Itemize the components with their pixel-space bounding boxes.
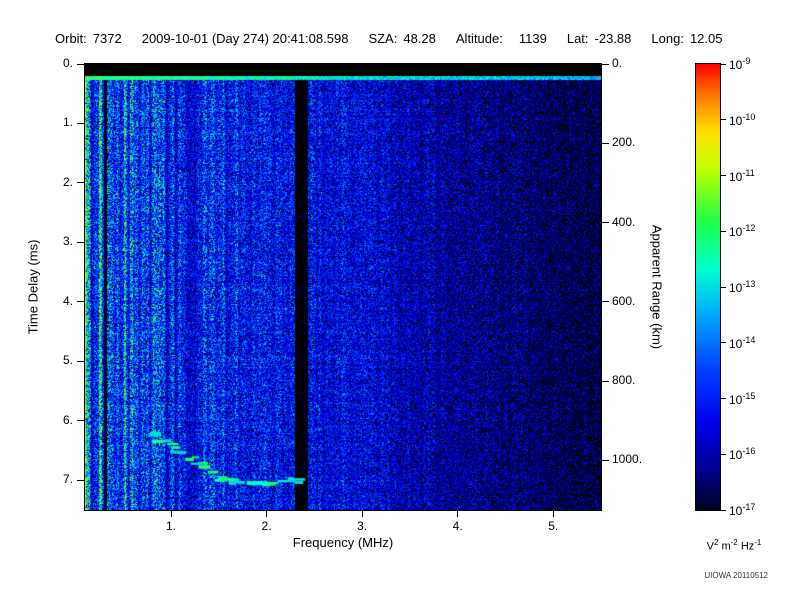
- range-tick-mark: [602, 459, 609, 461]
- credit-text: UIOWA 20110512: [704, 571, 768, 580]
- x-tick-mark: [552, 511, 554, 517]
- range-tick-label: 600.: [612, 293, 636, 308]
- y-tick-mark: [77, 241, 84, 243]
- colorbar-tick-mark: [721, 398, 726, 399]
- x-tick-mark: [266, 511, 268, 517]
- colorbar-tick-mark: [721, 286, 726, 288]
- y-tick-label: 2.: [62, 174, 73, 189]
- colorbar-tick-mark: [721, 119, 726, 121]
- colorbar-tick-label: 10-13: [729, 279, 756, 295]
- range-tick-label: 0.: [612, 56, 623, 70]
- colorbar-tick-mark: [721, 342, 726, 344]
- x-tick-label: 3.: [357, 519, 368, 533]
- x-tick-mark: [170, 511, 172, 517]
- orbit-label: Orbit:: [55, 31, 87, 46]
- colorbar-tick-mark: [721, 509, 726, 511]
- colorbar-tick-label: 10-17: [729, 502, 756, 518]
- colorbar-tick-mark: [721, 230, 726, 232]
- y-tick-mark: [77, 182, 84, 184]
- range-tick-label: 400.: [612, 214, 636, 229]
- header-info: Orbit: 7372 2009-10-01 (Day 274) 20:41:08.…: [55, 31, 723, 46]
- colorbar-tick-label: 10-11: [729, 167, 755, 184]
- y-tick-label: 5.: [62, 353, 73, 368]
- y-tick-label: 6.: [62, 412, 73, 427]
- y-tick-mark: [77, 301, 84, 303]
- range-tick-label: 1000.: [612, 452, 643, 467]
- lat-value: -23.88: [594, 31, 632, 46]
- y-tick-mark: [77, 63, 84, 65]
- colorbar-tick-mark: [721, 63, 726, 65]
- x-tick-label: 1.: [165, 519, 176, 533]
- colorbar-tick-label: 10-14: [729, 334, 756, 351]
- altitude-value: 1139: [518, 31, 547, 46]
- range-tick-label: 200.: [612, 135, 636, 150]
- y-tick-mark: [77, 122, 84, 124]
- spectrogram-plot: [84, 63, 602, 511]
- long-value: 12.05: [689, 31, 723, 46]
- range-tick-mark: [602, 63, 609, 65]
- y-tick-mark: [77, 479, 84, 481]
- y-axis-title: Time Delay (ms): [25, 239, 41, 335]
- y-tick-mark: [77, 420, 84, 422]
- sza-value: 48.28: [403, 31, 436, 46]
- colorbar-gradient: [696, 64, 720, 510]
- range-tick-mark: [602, 380, 609, 382]
- altitude-label: Altitude:: [455, 31, 503, 46]
- range-tick-label: 800.: [612, 373, 636, 388]
- x-axis-title: Frequency (MHz): [292, 535, 394, 550]
- colorbar-tick-label: 10-12: [729, 223, 756, 240]
- y-tick-mark: [77, 360, 84, 362]
- lat-label: Lat:: [566, 31, 589, 46]
- colorbar-tick-label: 10-16: [729, 446, 756, 463]
- colorbar: [695, 63, 721, 511]
- datetime-value: 2009-10-01 (Day 274) 20:41:08.598: [141, 31, 349, 46]
- x-tick-mark: [361, 511, 363, 517]
- y-tick-label: 1.: [62, 115, 73, 130]
- spectrogram-canvas: [85, 64, 601, 510]
- colorbar-tick-mark: [721, 453, 726, 455]
- x-tick-mark: [457, 511, 459, 517]
- colorbar-tick-mark: [721, 175, 726, 176]
- colorbar-tick-label: 10-10: [729, 111, 756, 128]
- orbit-value: 7372: [92, 31, 122, 46]
- sza-label: SZA:: [368, 31, 398, 46]
- range-tick-mark: [602, 142, 609, 144]
- range-tick-mark: [602, 222, 609, 224]
- x-tick-label: 5.: [548, 519, 559, 533]
- y-tick-label: 0.: [62, 56, 73, 70]
- right-axis-title: Apparent Range (km): [649, 224, 665, 350]
- x-tick-label: 4.: [452, 519, 463, 533]
- long-label: Long:: [651, 31, 684, 46]
- y-tick-label: 4.: [62, 293, 73, 308]
- colorbar-tick-label: 10-15: [729, 390, 756, 407]
- colorbar-tick-label: 10-9: [729, 56, 751, 72]
- y-tick-label: 7.: [62, 472, 73, 487]
- range-tick-mark: [602, 301, 609, 303]
- colorbar-unit-label: V2 m-2 Hz-1: [706, 538, 762, 553]
- x-tick-label: 2.: [261, 519, 272, 533]
- y-tick-label: 3.: [62, 234, 73, 249]
